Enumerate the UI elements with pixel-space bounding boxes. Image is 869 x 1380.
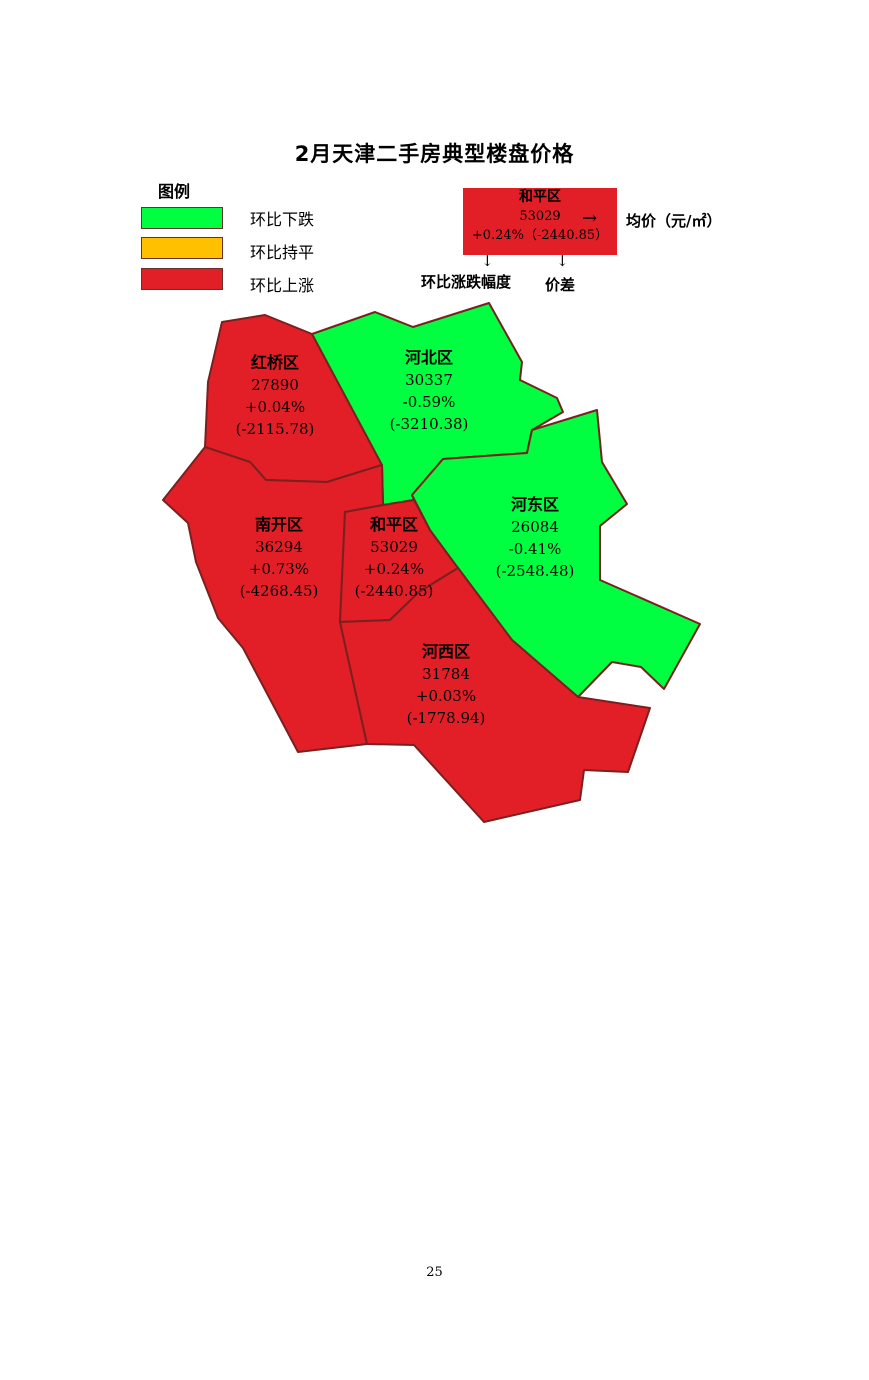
district-price: 36294 xyxy=(255,538,303,556)
legend-swatch-flat xyxy=(141,237,223,259)
map-title: 2月天津二手房典型楼盘价格 xyxy=(294,142,575,166)
district-price: 31784 xyxy=(422,665,470,683)
district-name: 河东区 xyxy=(510,495,559,514)
district-change: +0.03% xyxy=(415,687,477,705)
key-change-note: 环比涨跌幅度 xyxy=(421,273,512,291)
district-diff: (-3210.38) xyxy=(389,415,469,433)
district-diff: (-1778.94) xyxy=(406,709,486,727)
key-price-note: 均价（元/㎡） xyxy=(626,212,722,230)
page-number: 25 xyxy=(426,1265,443,1280)
district-change: -0.41% xyxy=(508,540,562,558)
district-label-heping: 和平区 53029 +0.24% (-2440.85) xyxy=(354,514,434,602)
district-diff: (-2440.85) xyxy=(354,582,434,600)
legend-label-flat: 环比持平 xyxy=(250,243,315,262)
district-diff: (-4268.45) xyxy=(239,582,319,600)
district-label-hexi: 河西区 31784 +0.03% (-1778.94) xyxy=(404,641,488,729)
district-label-hebei: 河北区 30337 -0.59% (-3210.38) xyxy=(387,347,471,435)
district-diff: (-2548.48) xyxy=(495,562,575,580)
key-example-box: 和平区 53029 +0.24%（-2440.85） xyxy=(463,188,617,255)
district-price: 30337 xyxy=(405,371,453,389)
key-change: +0.24%（-2440.85） xyxy=(471,228,609,243)
legend-title: 图例 xyxy=(158,182,191,201)
district-label-hongqiao: 红桥区 27890 +0.04% (-2115.78) xyxy=(235,352,315,440)
district-change: +0.04% xyxy=(244,398,306,416)
district-change: +0.73% xyxy=(248,560,310,578)
right-arrow-icon: → xyxy=(582,208,598,229)
district-name: 河北区 xyxy=(404,348,453,367)
district-change: +0.24% xyxy=(363,560,425,578)
key-district-name: 和平区 xyxy=(519,189,561,205)
district-shape-hexi[interactable] xyxy=(339,567,651,823)
legend-swatch-down xyxy=(141,207,223,229)
district-change: -0.59% xyxy=(402,393,456,411)
district-label-nankai: 南开区 36294 +0.73% (-4268.45) xyxy=(239,514,319,602)
district-name: 和平区 xyxy=(369,515,418,534)
down-arrow-icon: ↓ xyxy=(556,252,569,270)
legend-swatch-up xyxy=(141,268,223,290)
district-price: 26084 xyxy=(511,518,559,536)
district-label-hedong: 河东区 26084 -0.41% (-2548.48) xyxy=(493,494,577,582)
key-diff-note: 价差 xyxy=(545,276,576,294)
key-price: 53029 xyxy=(519,209,561,224)
legend-label-down: 环比下跌 xyxy=(250,210,315,229)
district-name: 河西区 xyxy=(421,642,470,661)
district-diff: (-2115.78) xyxy=(235,420,315,438)
district-name: 红桥区 xyxy=(250,353,299,372)
legend-label-up: 环比上涨 xyxy=(250,276,315,295)
down-arrow-icon: ↓ xyxy=(481,252,494,270)
district-name: 南开区 xyxy=(254,515,303,534)
district-price: 27890 xyxy=(251,376,299,394)
district-price: 53029 xyxy=(370,538,418,556)
